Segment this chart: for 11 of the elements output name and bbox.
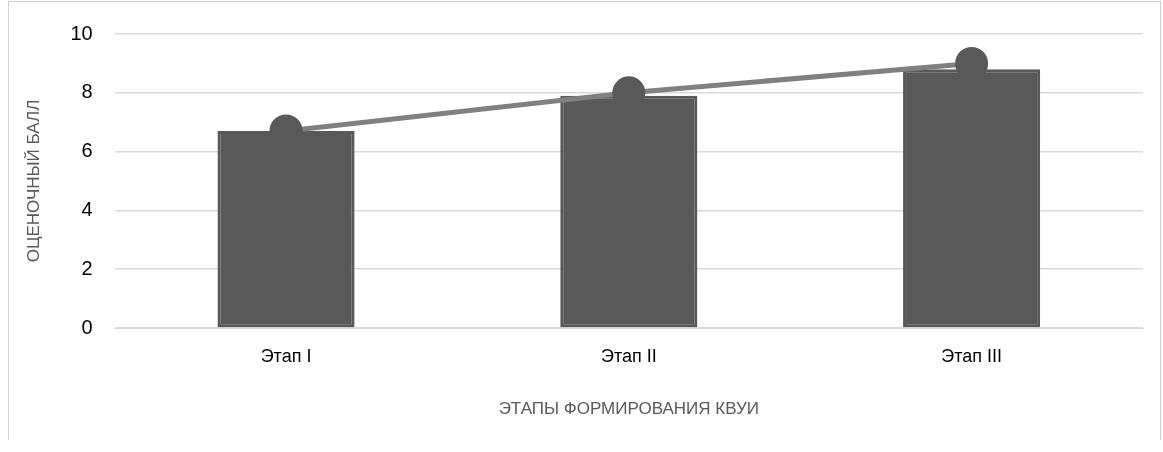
x-axis-title: ЭТАПЫ ФОРМИРОВАНИЯ КВУИ — [498, 399, 759, 419]
y-tick-label: 2 — [81, 256, 93, 279]
y-tick-label: 0 — [81, 315, 93, 338]
y-tick-label: 4 — [81, 197, 93, 220]
x-tick-label: Этап I — [260, 345, 312, 366]
x-tick-label: Этап II — [600, 345, 657, 366]
y-tick-label: 10 — [70, 21, 93, 44]
y-tick-label: 6 — [81, 139, 93, 162]
y-axis-title: ОЦЕНОЧНЫЙ БАЛЛ — [23, 99, 43, 263]
y-tick-label: 8 — [81, 80, 93, 103]
x-tick-label: Этап III — [941, 345, 1002, 366]
